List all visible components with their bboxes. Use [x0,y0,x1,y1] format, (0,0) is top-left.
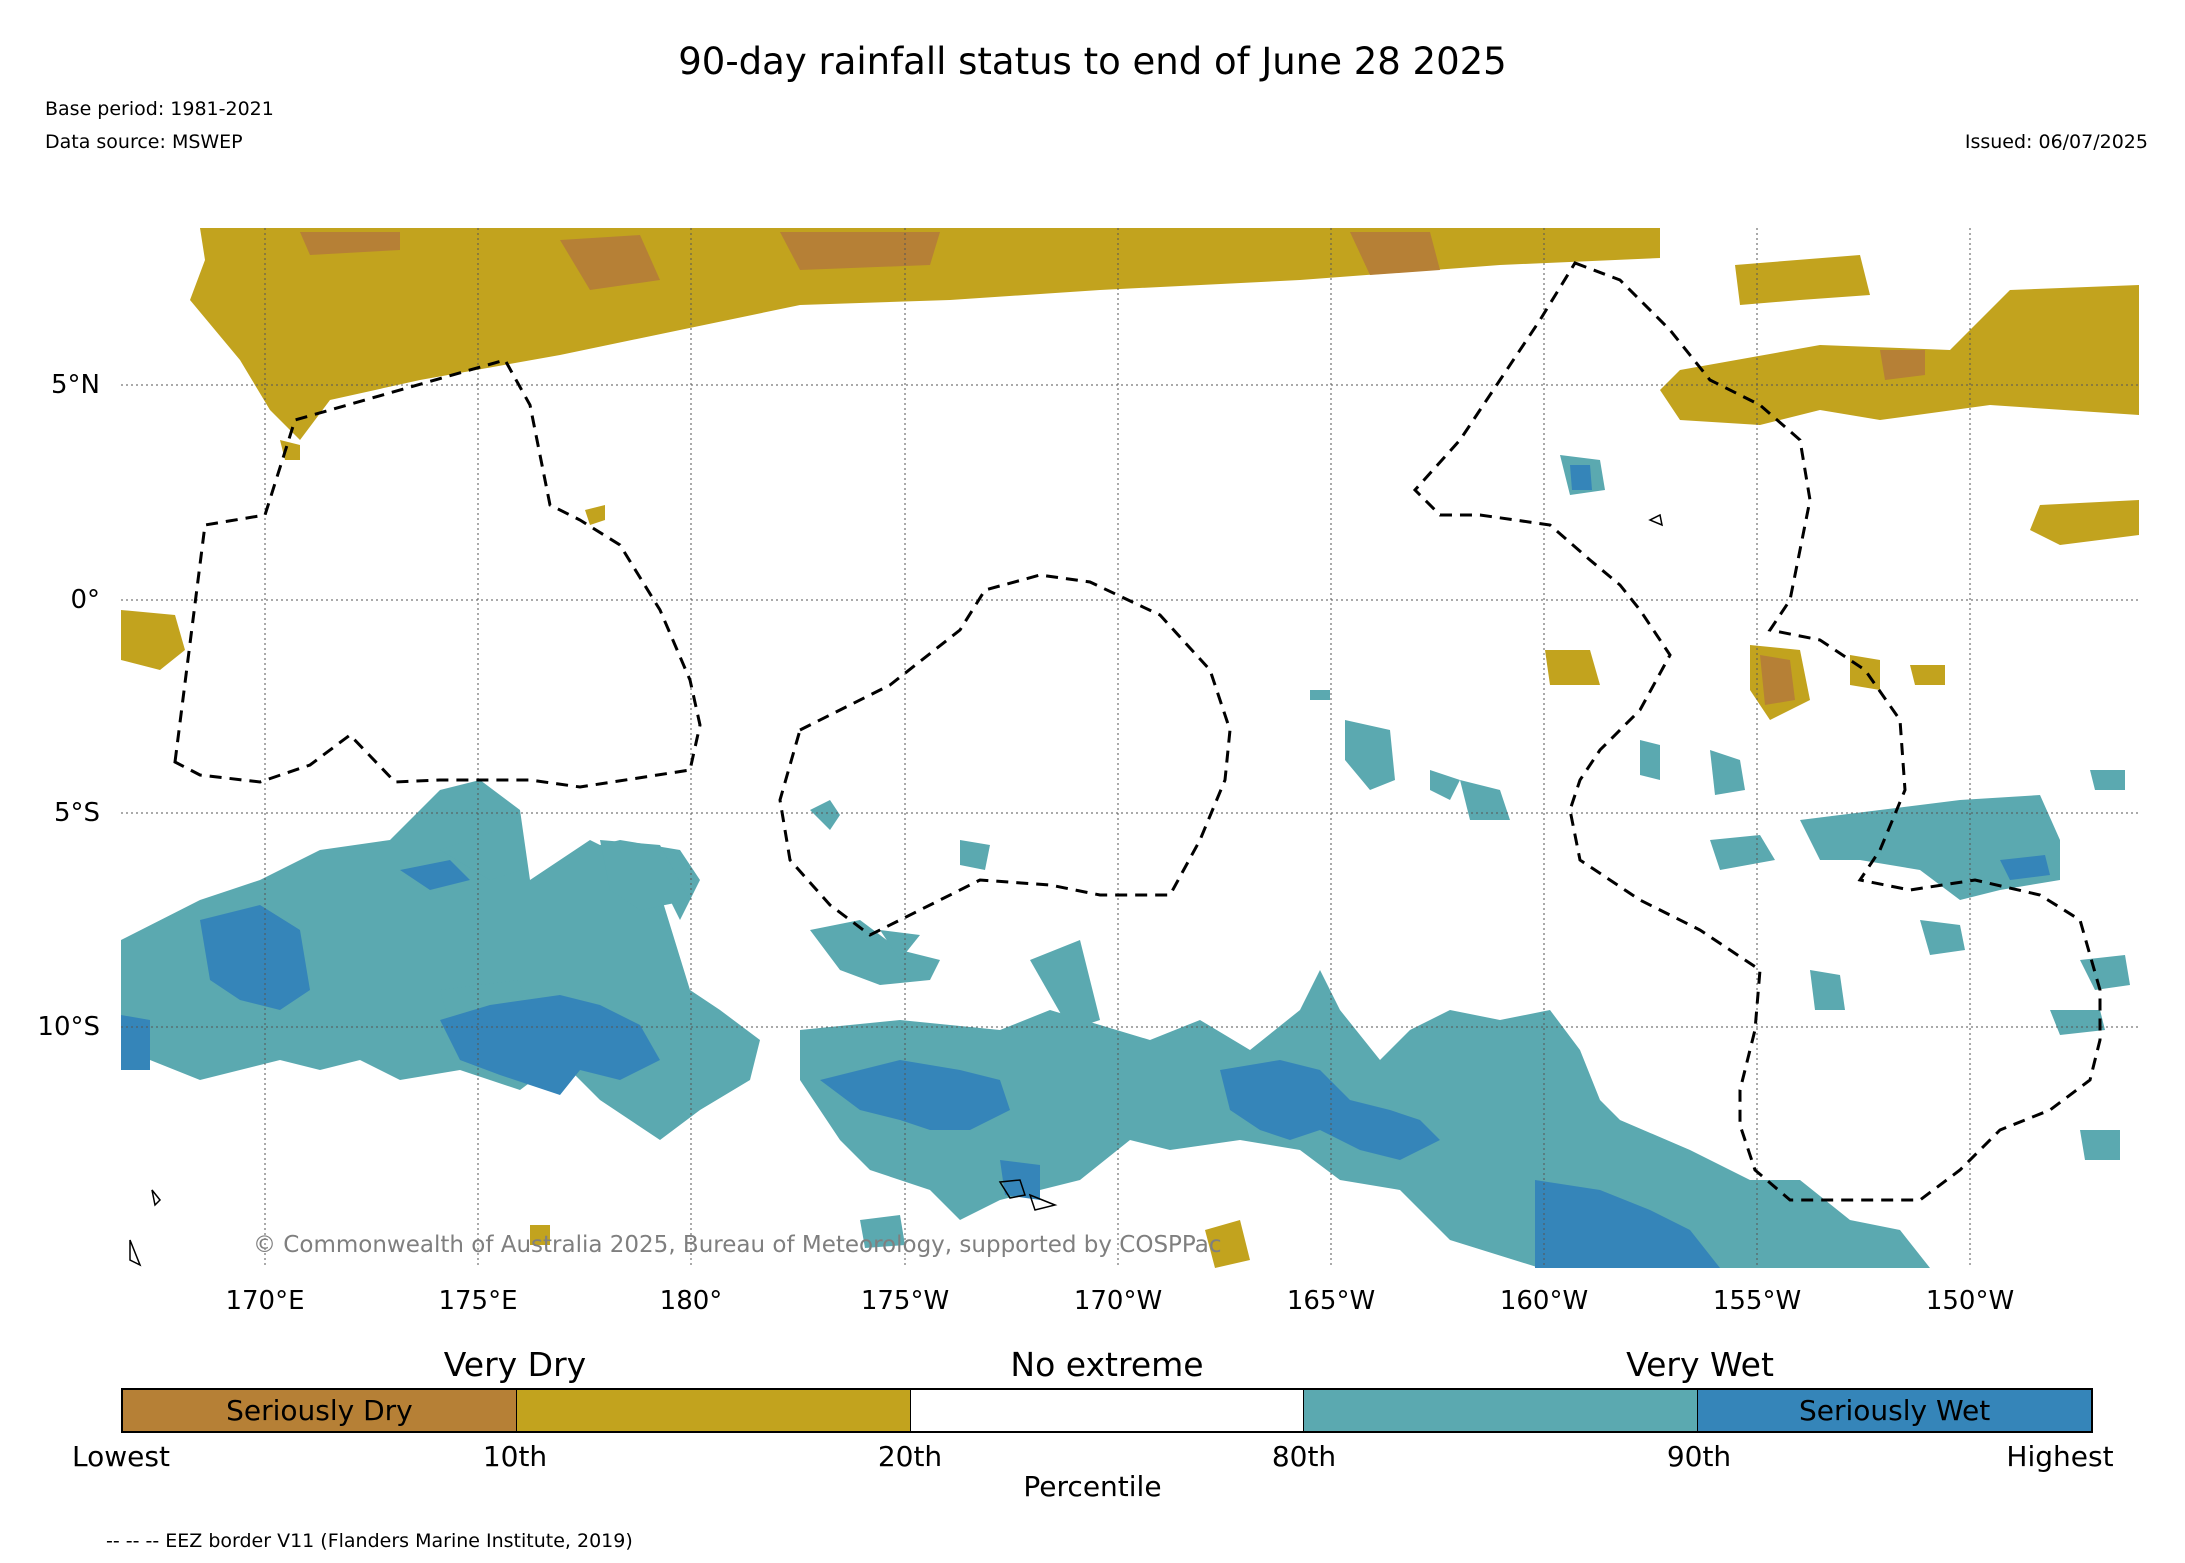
map-title: 90-day rainfall status to end of June 28… [678,40,1507,83]
legend-colorbar: Seriously Dry Seriously Wet [121,1388,2093,1433]
lon-label-155w: 155°W [1712,1286,1802,1316]
lon-label-165w: 165°W [1286,1286,1376,1316]
legend-seriously-wet: Seriously Wet [1698,1390,2091,1431]
tick-highest: Highest [2006,1440,2114,1473]
legend-seriously-dry: Seriously Dry [123,1390,517,1431]
lat-label-5s: 5°S [53,798,100,828]
lon-label-170e: 170°E [225,1286,305,1316]
lat-label-0: 0° [70,585,100,615]
lon-label-175e: 175°E [438,1286,518,1316]
base-period-label: Base period: 1981-2021 [45,98,274,120]
lon-label-160w: 160°W [1499,1286,1589,1316]
copyright-notice: © Commonwealth of Australia 2025, Bureau… [253,1232,1222,1258]
lon-label-180: 180° [659,1286,723,1316]
very-wet-regions [121,455,2130,1268]
lon-label-150w: 150°W [1925,1286,2015,1316]
graticule [121,228,2139,1268]
category-no-extreme: No extreme [1010,1345,1204,1384]
lon-label-170w: 170°W [1073,1286,1163,1316]
map-area [121,228,2139,1268]
tick-lowest: Lowest [72,1440,170,1473]
issued-date-label: Issued: 06/07/2025 [1964,131,2148,153]
legend-very-wet [1304,1390,1699,1431]
legend-no-extreme [910,1390,1305,1431]
lat-label-10s: 10°S [37,1012,100,1042]
tick-20th: 20th [877,1440,943,1473]
tick-90th: 90th [1666,1440,1732,1473]
eez-border-note: -- -- -- EEZ border V11 (Flanders Marine… [106,1530,633,1552]
lon-label-175w: 175°W [860,1286,950,1316]
tick-80th: 80th [1271,1440,1337,1473]
tick-10th: 10th [482,1440,548,1473]
percentile-axis-title: Percentile [1023,1470,1162,1503]
data-source-label: Data source: MSWEP [45,131,243,153]
seriously-wet-regions [121,465,2050,1268]
lat-label-5n: 5°N [51,370,100,400]
seriously-dry-regions [300,232,1925,705]
category-very-wet: Very Wet [1626,1345,1774,1384]
legend-very-dry [516,1390,911,1431]
island-outlines [129,513,1664,1267]
category-very-dry: Very Dry [443,1345,587,1384]
eez-borders [173,261,2102,1202]
